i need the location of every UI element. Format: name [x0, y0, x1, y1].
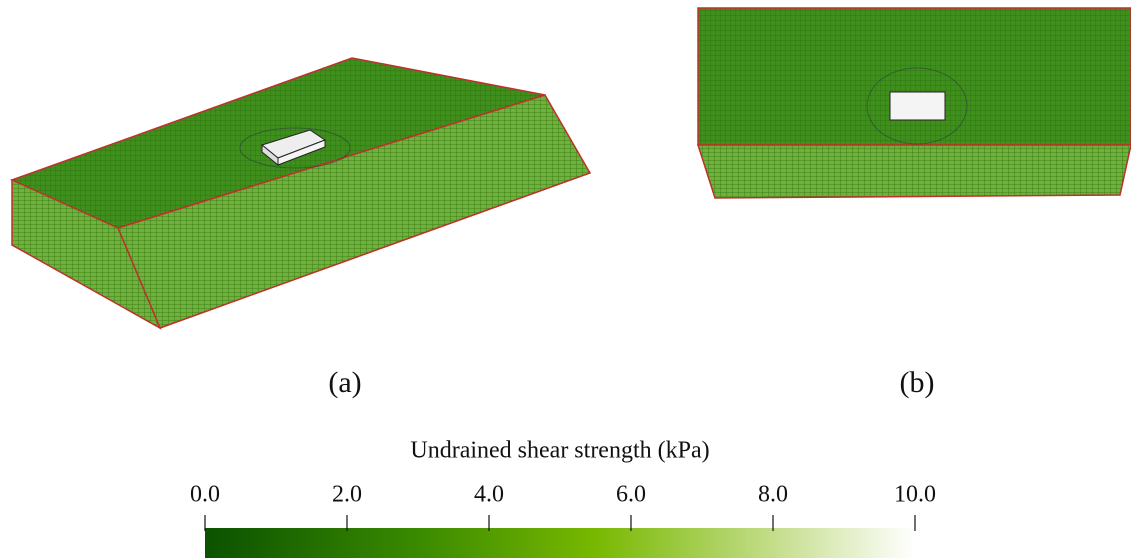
tick-label: 10.0 [894, 482, 936, 508]
tick-label: 8.0 [758, 482, 788, 508]
colorbar [205, 528, 915, 558]
figure: (a) (b) Undrained shear strength (kPa) 0… [0, 0, 1131, 558]
tick-label: 0.0 [190, 482, 220, 508]
tick-label: 4.0 [474, 482, 504, 508]
colorbar-ticks: 0.0 2.0 4.0 6.0 8.0 10.0 [190, 482, 936, 532]
tick-label: 2.0 [332, 482, 362, 508]
panel-label: (b) [900, 366, 935, 399]
panel-b-mesh [698, 8, 1131, 198]
tick-label: 6.0 [616, 482, 646, 508]
colorbar-title: Undrained shear strength (kPa) [410, 438, 709, 464]
panel-a-mesh [12, 58, 590, 328]
panel-label: (a) [328, 366, 361, 399]
